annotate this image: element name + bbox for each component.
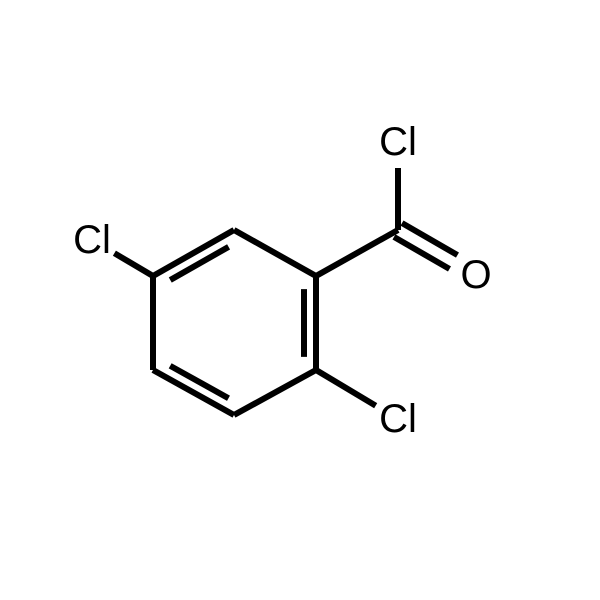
atom-label-cl: Cl (73, 218, 111, 262)
atom-label-cl: Cl (379, 397, 417, 441)
atom-label-o: O (460, 253, 491, 297)
atom-label-cl: Cl (379, 120, 417, 164)
molecule-canvas: O Cl Cl Cl (0, 0, 600, 600)
